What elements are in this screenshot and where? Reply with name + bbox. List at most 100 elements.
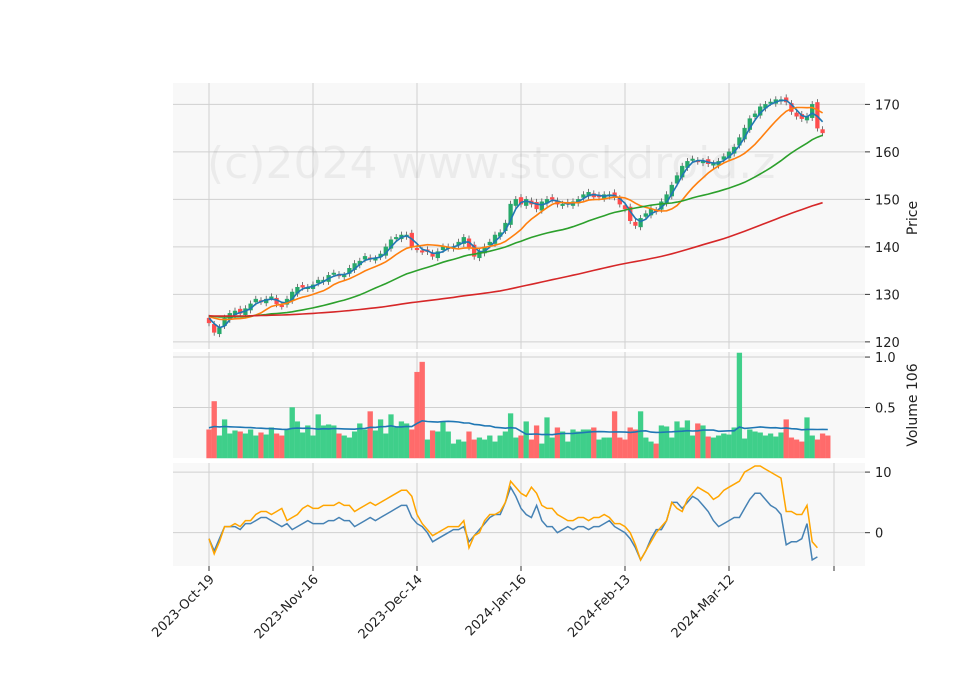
volume-bar <box>450 443 457 459</box>
candle-body <box>440 246 446 250</box>
volume-bar <box>778 432 784 459</box>
volume-bar <box>695 423 701 459</box>
price-y-tick-label: 160 <box>875 146 900 161</box>
volume-bar <box>606 437 613 459</box>
volume-axis-label: Volume 106 <box>905 363 921 446</box>
volume-bar <box>700 425 706 459</box>
volume-bar <box>346 437 353 459</box>
candle-body <box>487 241 492 246</box>
volume-bar <box>242 433 249 459</box>
volume-bar <box>331 425 337 459</box>
volume-bar <box>372 430 379 459</box>
volume-bar <box>388 414 394 459</box>
volume-bar <box>367 411 373 459</box>
x-tick-label: 2023-Dec-14 <box>356 572 426 642</box>
candle-body <box>711 163 716 166</box>
candle-body <box>217 327 222 335</box>
candle-body <box>752 113 758 117</box>
x-tick-label: 2023-Nov-16 <box>252 572 322 642</box>
volume-bar <box>523 421 529 459</box>
volume-bar <box>570 429 576 459</box>
volume-bar <box>268 427 275 459</box>
volume-bar <box>305 425 311 459</box>
volume-bar <box>455 439 462 459</box>
volume-bar <box>674 421 680 459</box>
volume-bars-group <box>206 352 831 459</box>
candle-body <box>414 248 420 251</box>
volume-bar <box>206 429 212 459</box>
candle-body <box>550 197 555 200</box>
volume-bar <box>383 433 389 459</box>
volume-bar <box>669 437 675 459</box>
candle-body <box>794 112 799 117</box>
volume-bar <box>622 439 628 459</box>
volume-bar <box>497 435 503 459</box>
volume-bar <box>445 431 451 459</box>
volume-bar <box>637 411 644 459</box>
volume-bar <box>580 429 587 459</box>
volume-bar <box>502 431 509 459</box>
price-y-tick-label: 170 <box>875 98 900 113</box>
volume-bar <box>793 439 800 459</box>
volume-bar <box>424 439 431 459</box>
volume-bar <box>393 427 399 459</box>
volume-bar <box>232 430 238 459</box>
volume-bar <box>237 431 243 459</box>
volume-bar <box>253 435 259 459</box>
volume-bar <box>492 441 498 459</box>
candle-body <box>810 104 815 118</box>
volume-bar <box>362 429 368 459</box>
oscillator-line-2 <box>208 465 818 562</box>
volume-bar <box>611 411 618 459</box>
volume-bar <box>518 435 524 459</box>
volume-bar <box>487 435 493 459</box>
volume-bar <box>466 431 472 459</box>
candle-body <box>638 218 643 228</box>
volume-bar <box>549 437 555 459</box>
volume-average-line <box>208 419 828 436</box>
volume-bar <box>715 435 722 459</box>
candle-body <box>269 296 274 299</box>
volume-bar <box>617 437 623 459</box>
volume-bar <box>721 433 727 459</box>
candle-body <box>643 213 648 217</box>
volume-bar <box>804 417 810 459</box>
volume-bar <box>227 433 233 459</box>
x-tick-label: 2024-Mar-12 <box>669 572 738 641</box>
volume-bar <box>294 421 301 459</box>
volume-bar <box>627 427 633 459</box>
moving-average-line <box>208 201 823 317</box>
volume-bar <box>320 425 327 459</box>
volume-bar <box>315 414 321 459</box>
volume-bar <box>559 431 566 459</box>
volume-bar <box>752 431 758 459</box>
volume-bar <box>440 421 446 459</box>
volume-bar <box>533 425 540 459</box>
volume-y-tick-label: 0.5 <box>875 402 896 417</box>
candle-body <box>560 203 565 206</box>
price-y-tick-label: 140 <box>875 241 900 256</box>
candle-body <box>581 194 586 198</box>
volume-bar <box>658 425 665 459</box>
volume-bar <box>471 439 477 459</box>
volume-bar <box>773 436 779 459</box>
volume-bar <box>377 419 384 459</box>
volume-bar <box>310 435 316 459</box>
candle-body <box>342 275 347 278</box>
volume-bar <box>528 439 535 459</box>
volume-bar <box>601 437 607 459</box>
volume-bar <box>757 432 763 459</box>
volume-bar <box>689 435 696 459</box>
volume-bar <box>653 443 659 459</box>
volume-bar <box>357 423 363 459</box>
watermark-text: (c)2024 www.stockdroid.z <box>207 138 775 189</box>
volume-bar <box>284 429 290 459</box>
volume-bar <box>762 435 769 459</box>
volume-bar <box>258 432 264 459</box>
volume-bar <box>435 431 441 459</box>
volume-bar <box>263 434 269 459</box>
volume-bar <box>325 424 332 459</box>
volume-bar <box>429 430 436 459</box>
volume-bar <box>809 435 815 459</box>
volume-bar <box>398 421 405 459</box>
